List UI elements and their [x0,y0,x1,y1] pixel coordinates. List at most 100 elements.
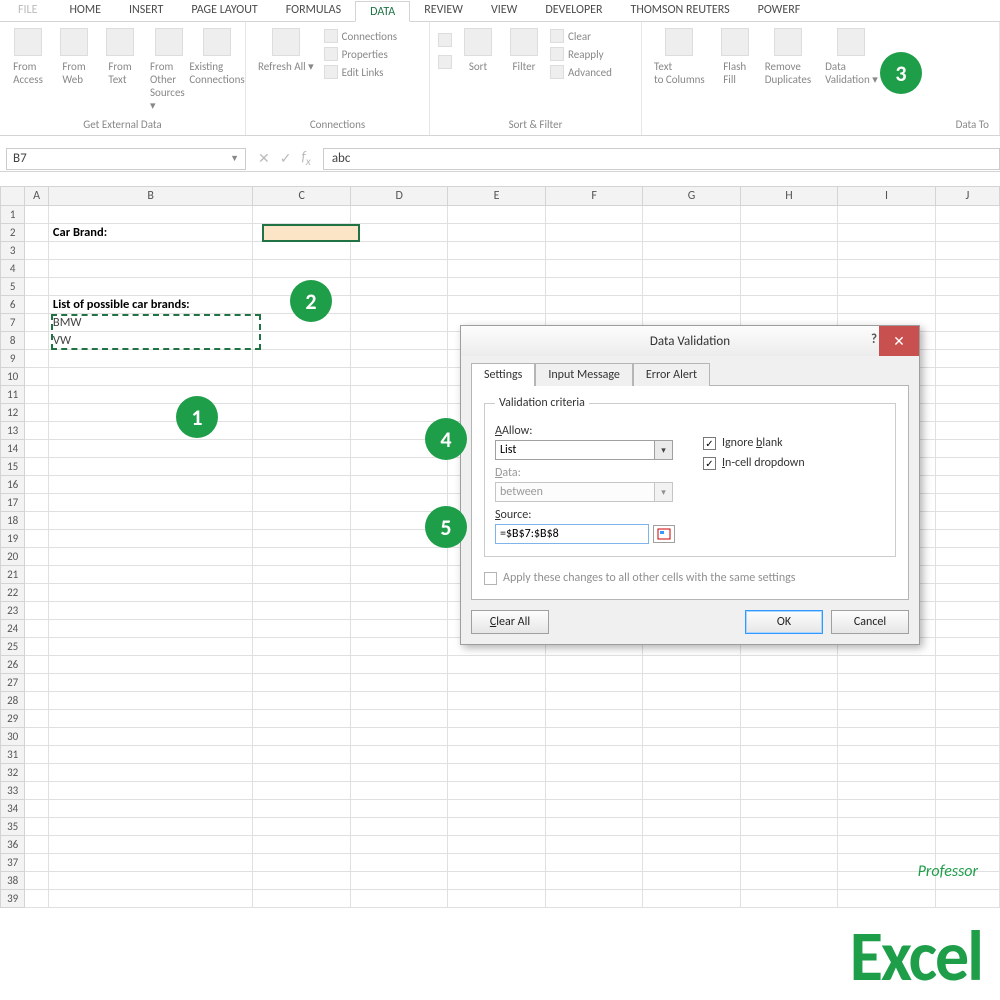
row-header-24[interactable]: 24 [0,620,25,638]
cell-J8[interactable] [936,332,1000,350]
cell-A11[interactable] [25,386,49,404]
refresh-all-button[interactable]: Refresh All ▾ [252,26,320,75]
cell-C31[interactable] [253,746,350,764]
cell-A30[interactable] [25,728,49,746]
cell-H34[interactable] [741,800,838,818]
cell-B12[interactable] [49,404,253,422]
tab-home[interactable]: HOME [55,0,115,21]
tab-data[interactable]: DATA [355,1,410,22]
cell-J30[interactable] [936,728,1000,746]
cell-C20[interactable] [253,548,350,566]
cell-J36[interactable] [936,836,1000,854]
cancel-formula-icon[interactable]: ✕ [258,150,270,167]
cell-J16[interactable] [936,476,1000,494]
cell-F39[interactable] [546,890,643,908]
cell-A29[interactable] [25,710,49,728]
cell-J3[interactable] [936,242,1000,260]
cell-B31[interactable] [49,746,253,764]
cell-H3[interactable] [741,242,838,260]
cell-J6[interactable] [936,296,1000,314]
cell-H37[interactable] [741,854,838,872]
cell-B19[interactable] [49,530,253,548]
cell-B9[interactable] [49,350,253,368]
cell-C26[interactable] [253,656,350,674]
cell-F36[interactable] [546,836,643,854]
cell-E3[interactable] [448,242,545,260]
cell-E36[interactable] [448,836,545,854]
cell-D15[interactable] [351,458,448,476]
cell-J25[interactable] [936,638,1000,656]
dialog-tab-input-message[interactable]: Input Message [535,363,633,386]
cell-A38[interactable] [25,872,49,890]
cell-J27[interactable] [936,674,1000,692]
cell-A12[interactable] [25,404,49,422]
cell-D22[interactable] [351,584,448,602]
cell-B7[interactable]: BMW [49,314,253,332]
cell-C29[interactable] [253,710,350,728]
data-validation--button[interactable]: DataValidation ▾ [819,26,884,88]
cell-D25[interactable] [351,638,448,656]
formula-input[interactable]: abc [323,148,1000,170]
cell-F6[interactable] [546,296,643,314]
cell-D37[interactable] [351,854,448,872]
tab-insert[interactable]: INSERT [115,0,177,21]
cell-I1[interactable] [838,206,935,224]
cell-A17[interactable] [25,494,49,512]
from-text-button[interactable]: FromText [98,26,142,88]
row-header-18[interactable]: 18 [0,512,25,530]
cell-A1[interactable] [25,206,49,224]
row-header-13[interactable]: 13 [0,422,25,440]
cell-E31[interactable] [448,746,545,764]
cell-A14[interactable] [25,440,49,458]
name-box[interactable]: B7 ▼ [6,148,246,170]
cell-B3[interactable] [49,242,253,260]
cell-D38[interactable] [351,872,448,890]
cell-H39[interactable] [741,890,838,908]
cell-J5[interactable] [936,278,1000,296]
cell-I28[interactable] [838,692,935,710]
row-header-5[interactable]: 5 [0,278,25,296]
cell-A2[interactable] [25,224,49,242]
cell-D32[interactable] [351,764,448,782]
cell-J26[interactable] [936,656,1000,674]
cell-C19[interactable] [253,530,350,548]
cell-E30[interactable] [448,728,545,746]
cell-F1[interactable] [546,206,643,224]
properties-button[interactable]: Properties [322,46,399,62]
cell-J17[interactable] [936,494,1000,512]
filter-button[interactable]: Filter [502,26,546,75]
cell-D1[interactable] [351,206,448,224]
cell-I29[interactable] [838,710,935,728]
cell-A26[interactable] [25,656,49,674]
cell-A27[interactable] [25,674,49,692]
cell-C8[interactable] [253,332,350,350]
cell-G2[interactable] [643,224,740,242]
cell-C21[interactable] [253,566,350,584]
cell-A10[interactable] [25,368,49,386]
dialog-tab-settings[interactable]: Settings [471,363,535,386]
cell-E38[interactable] [448,872,545,890]
cell-D30[interactable] [351,728,448,746]
cell-B14[interactable] [49,440,253,458]
row-header-12[interactable]: 12 [0,404,25,422]
cell-A4[interactable] [25,260,49,278]
cell-B5[interactable] [49,278,253,296]
cell-D3[interactable] [351,242,448,260]
cell-J32[interactable] [936,764,1000,782]
cell-G28[interactable] [643,692,740,710]
row-header-31[interactable]: 31 [0,746,25,764]
cell-E32[interactable] [448,764,545,782]
cell-J33[interactable] [936,782,1000,800]
row-header-38[interactable]: 38 [0,872,25,890]
cell-A37[interactable] [25,854,49,872]
cell-I4[interactable] [838,260,935,278]
cell-B4[interactable] [49,260,253,278]
cell-C32[interactable] [253,764,350,782]
cell-J21[interactable] [936,566,1000,584]
range-picker-icon[interactable] [653,525,675,543]
cell-J35[interactable] [936,818,1000,836]
cell-A24[interactable] [25,620,49,638]
cell-A33[interactable] [25,782,49,800]
reapply-button[interactable]: Reapply [548,46,614,62]
cell-G27[interactable] [643,674,740,692]
